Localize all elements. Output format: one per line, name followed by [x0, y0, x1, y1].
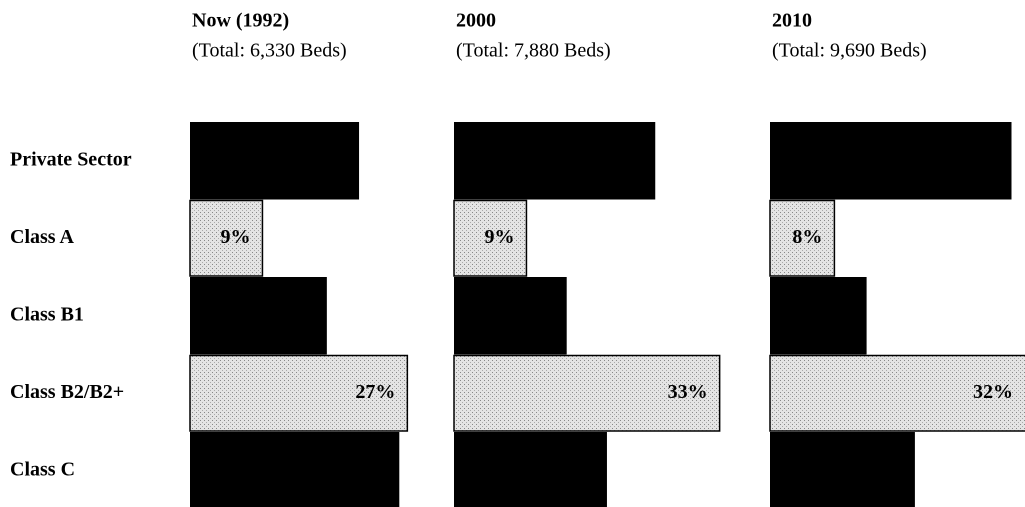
- panel-subtitle: (Total: 7,880 Beds): [456, 40, 611, 62]
- panel-title: 2010: [772, 10, 812, 32]
- bar: [453, 199, 528, 277]
- bar: [770, 432, 915, 507]
- value-label: 27%: [355, 381, 395, 403]
- category-label: Class B2/B2+: [10, 381, 124, 403]
- value-label: 9%: [484, 226, 514, 248]
- category-label: Class C: [10, 458, 75, 480]
- bar: [454, 122, 656, 200]
- bar: [454, 277, 567, 355]
- bar: [190, 277, 327, 355]
- panel-subtitle: (Total: 6,330 Beds): [192, 40, 347, 62]
- bar: [769, 354, 1025, 432]
- bar: [190, 432, 400, 507]
- bar: [190, 122, 360, 200]
- value-label: 33%: [668, 381, 708, 403]
- value-label: 32%: [973, 381, 1013, 403]
- bar: [769, 199, 836, 277]
- panel-subtitle: (Total: 9,690 Beds): [772, 40, 927, 62]
- bar: [453, 354, 721, 432]
- value-label: 9%: [220, 226, 250, 248]
- value-label: 8%: [792, 226, 822, 248]
- category-label: Class B1: [10, 303, 84, 325]
- bar: [189, 199, 264, 277]
- bar: [454, 432, 607, 507]
- bar: [189, 354, 409, 432]
- category-label: Class A: [10, 226, 74, 248]
- bar: [770, 277, 867, 355]
- bar: [770, 122, 1012, 200]
- panel-title: Now (1992): [192, 10, 289, 32]
- panel-title: 2000: [456, 10, 496, 32]
- category-label: Private Sector: [10, 148, 132, 170]
